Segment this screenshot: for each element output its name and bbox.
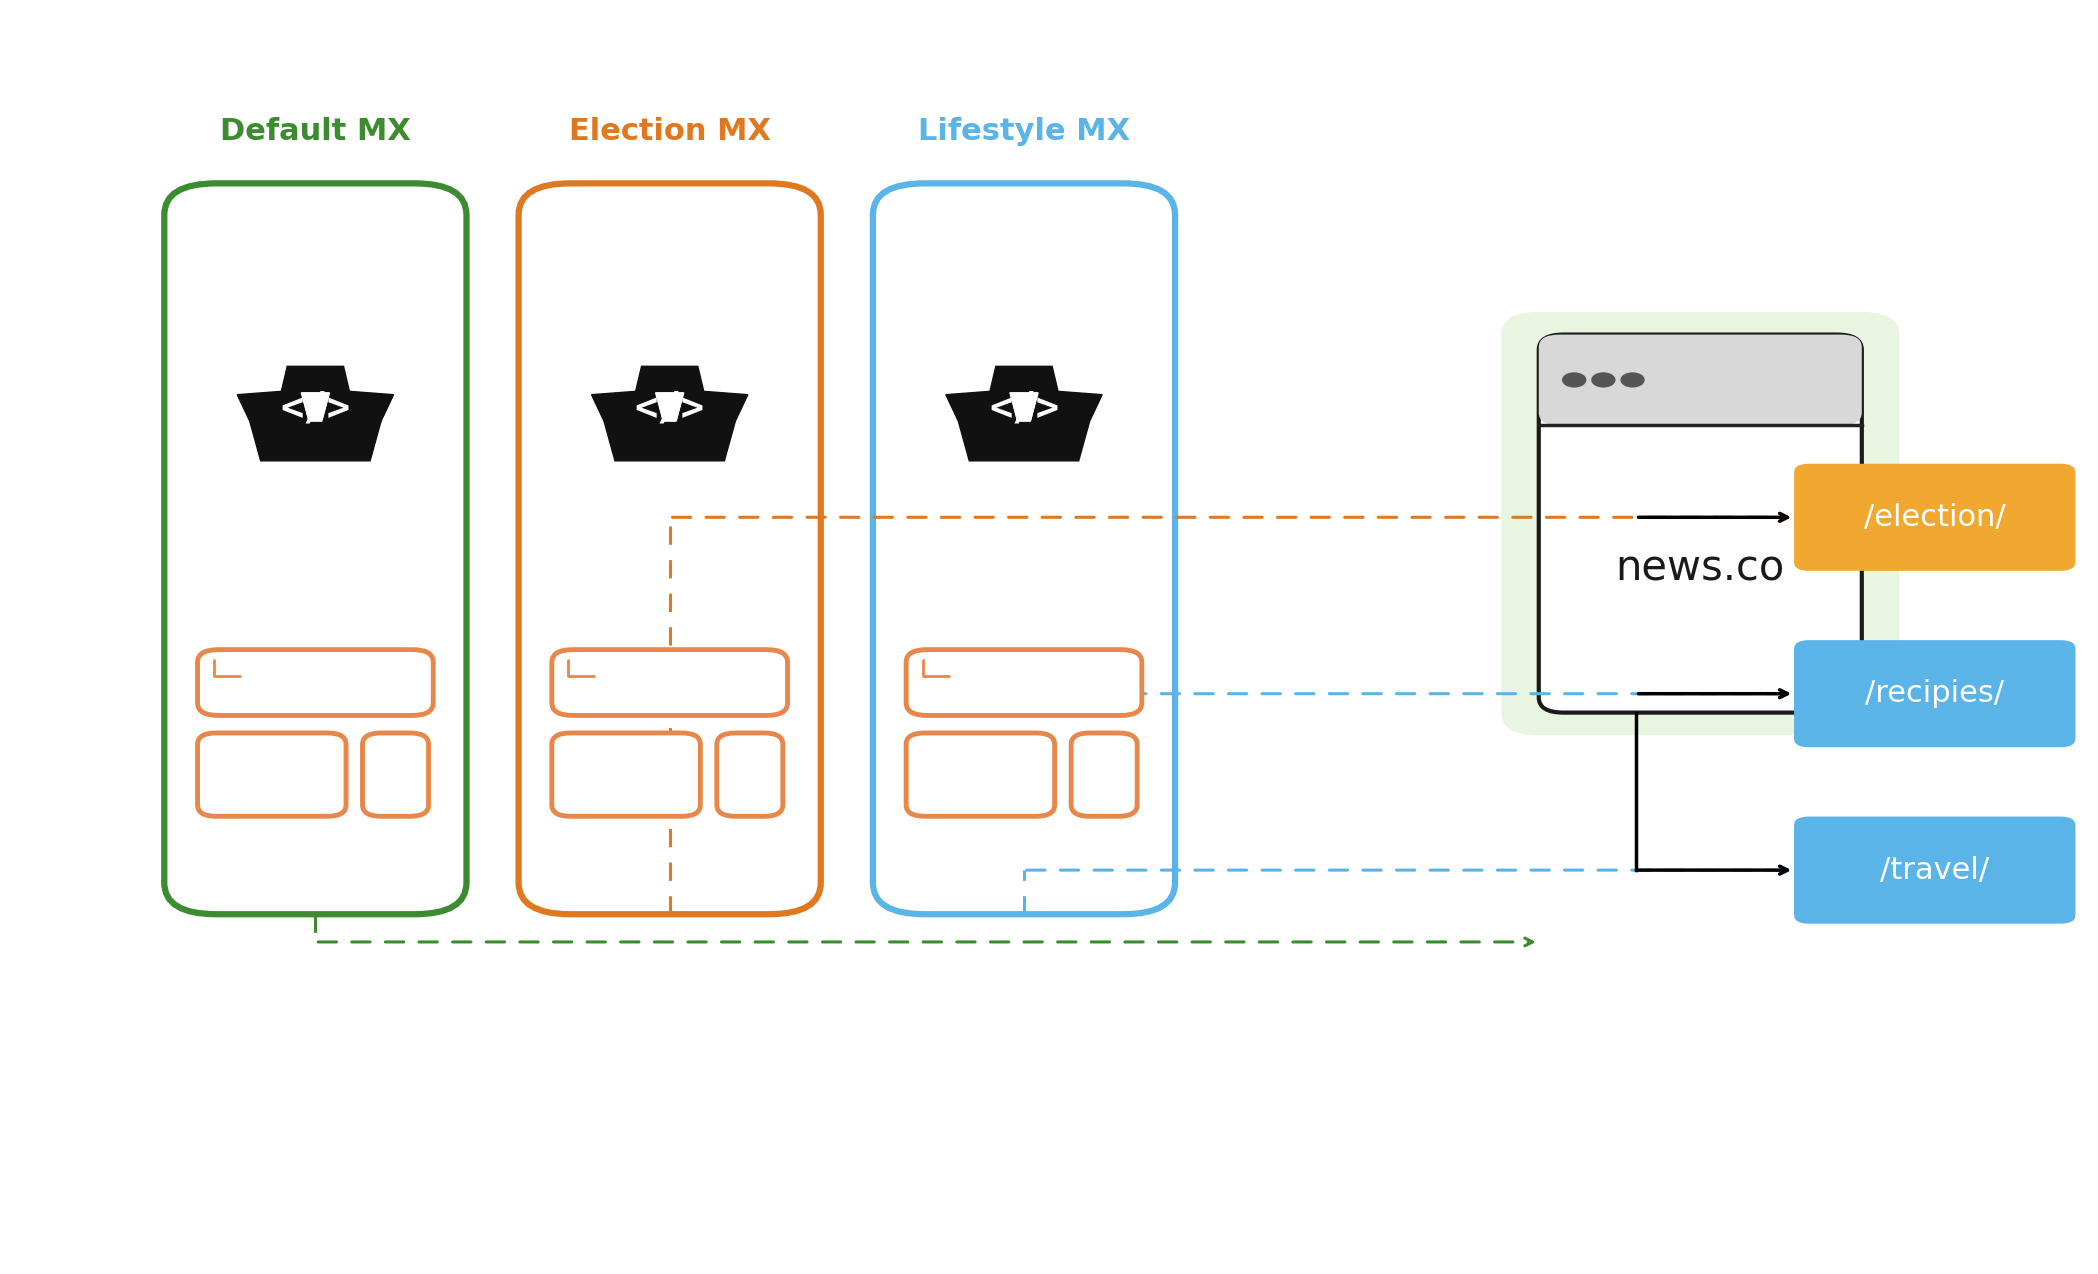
FancyBboxPatch shape xyxy=(197,733,346,817)
FancyBboxPatch shape xyxy=(1794,640,2075,748)
FancyBboxPatch shape xyxy=(1072,733,1137,817)
FancyBboxPatch shape xyxy=(552,733,701,817)
FancyBboxPatch shape xyxy=(718,733,783,817)
FancyBboxPatch shape xyxy=(906,650,1141,716)
Polygon shape xyxy=(1032,390,1101,422)
Polygon shape xyxy=(323,390,394,422)
Polygon shape xyxy=(281,367,350,392)
Polygon shape xyxy=(1009,392,1039,422)
Text: /election/: /election/ xyxy=(1863,503,2006,531)
Polygon shape xyxy=(250,422,382,461)
FancyBboxPatch shape xyxy=(1538,335,1861,712)
Polygon shape xyxy=(990,367,1057,392)
Polygon shape xyxy=(959,422,1089,461)
FancyBboxPatch shape xyxy=(1794,817,2075,924)
FancyBboxPatch shape xyxy=(1538,335,1861,426)
Text: /recipies/: /recipies/ xyxy=(1865,679,2004,708)
Text: news.co: news.co xyxy=(1615,548,1785,590)
FancyBboxPatch shape xyxy=(164,183,466,915)
FancyBboxPatch shape xyxy=(1502,312,1899,735)
FancyBboxPatch shape xyxy=(518,183,820,915)
Text: </>: </> xyxy=(988,390,1059,428)
Polygon shape xyxy=(604,422,734,461)
Polygon shape xyxy=(302,392,329,422)
Polygon shape xyxy=(237,390,308,422)
FancyBboxPatch shape xyxy=(1794,464,2075,571)
Text: Election MX: Election MX xyxy=(569,116,770,145)
Text: Lifestyle MX: Lifestyle MX xyxy=(919,116,1131,145)
Polygon shape xyxy=(592,390,661,422)
FancyBboxPatch shape xyxy=(552,650,787,716)
Text: Default MX: Default MX xyxy=(220,116,411,145)
FancyBboxPatch shape xyxy=(197,650,434,716)
FancyBboxPatch shape xyxy=(906,733,1055,817)
Text: </>: </> xyxy=(634,390,705,428)
Polygon shape xyxy=(678,390,747,422)
Text: </>: </> xyxy=(281,390,350,428)
Circle shape xyxy=(1622,373,1645,387)
Polygon shape xyxy=(636,367,705,392)
Text: /travel/: /travel/ xyxy=(1880,856,1989,884)
FancyBboxPatch shape xyxy=(363,733,428,817)
Circle shape xyxy=(1592,373,1615,387)
Circle shape xyxy=(1563,373,1586,387)
FancyBboxPatch shape xyxy=(873,183,1175,915)
Polygon shape xyxy=(946,390,1015,422)
Polygon shape xyxy=(655,392,684,422)
